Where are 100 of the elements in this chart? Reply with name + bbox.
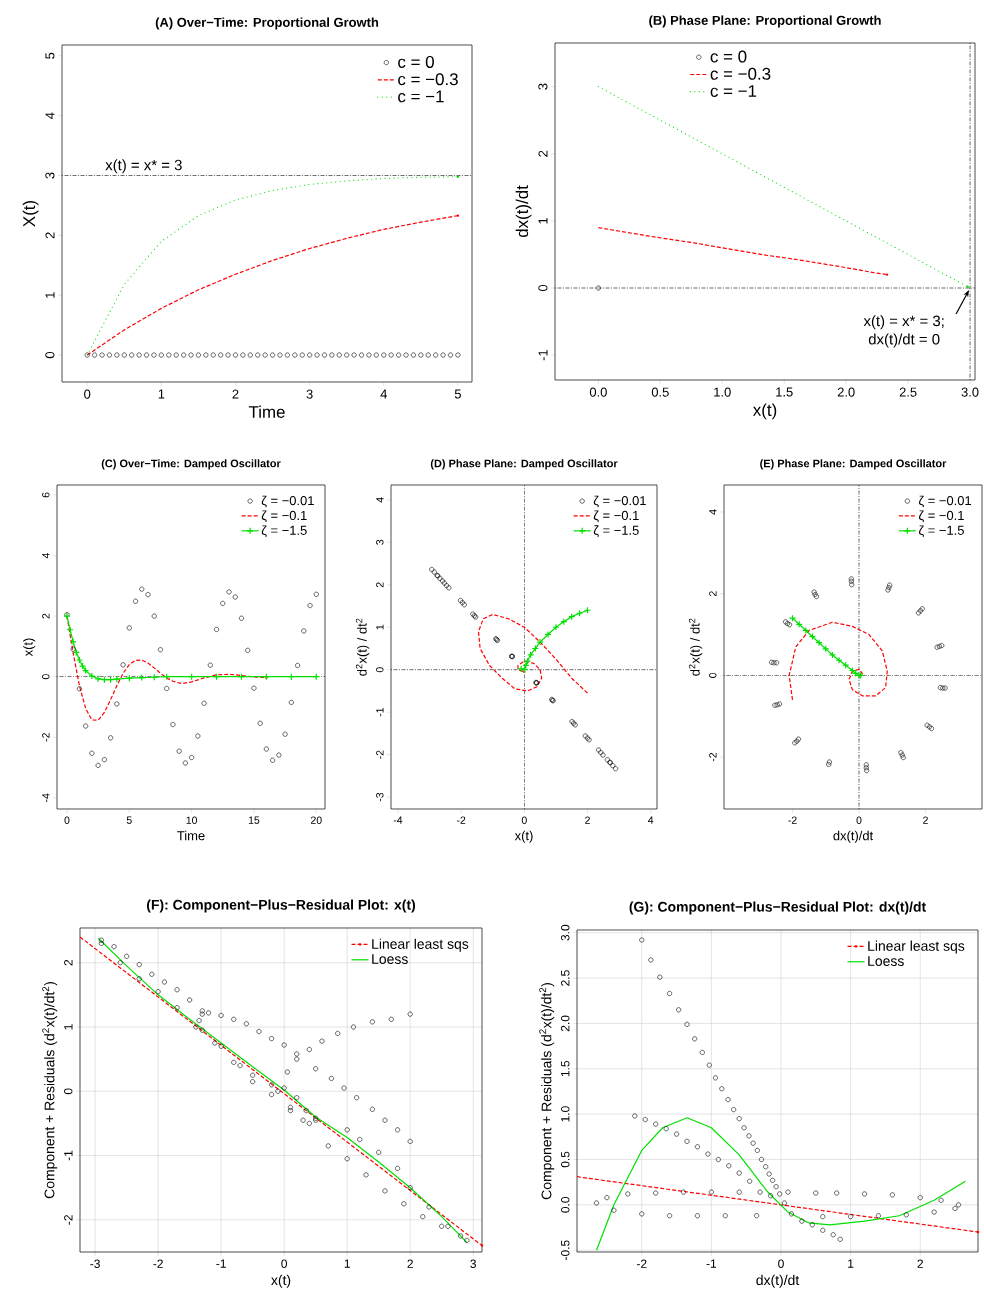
x-tick-label: 10 bbox=[186, 816, 198, 824]
y-tick-label: 4 bbox=[709, 509, 717, 515]
y-tick-label: 0.0 bbox=[561, 1196, 570, 1213]
y-tick-label: 4 bbox=[376, 497, 384, 503]
legend-label: ζ = −0.1 bbox=[261, 510, 307, 523]
y-tick-label: 3 bbox=[538, 83, 548, 90]
legend-label: c = 0 bbox=[710, 50, 747, 63]
chart-title: (F): Component−Plus−Residual Plot: x(t) bbox=[146, 899, 416, 913]
x-tick-label: 0 bbox=[778, 1259, 784, 1268]
y-tick-label: 1 bbox=[45, 292, 55, 298]
legend-label: ζ = −0.1 bbox=[918, 510, 964, 523]
chart-title: (B) Phase Plane: Proportional Growth bbox=[649, 15, 881, 28]
y-tick-label: 2 bbox=[42, 613, 50, 619]
x-axis-title: x(t) bbox=[514, 830, 533, 843]
y-tick-label: 2 bbox=[64, 959, 73, 966]
x-tick-label: 0.0 bbox=[589, 387, 607, 397]
legend-label: ζ = −0.01 bbox=[593, 495, 646, 508]
legend-label: c = −1 bbox=[398, 90, 444, 103]
y-tick-label: 4 bbox=[42, 552, 50, 559]
x-tick-label: 1 bbox=[158, 389, 165, 399]
x-tick-label: 20 bbox=[310, 816, 322, 824]
x-tick-label: 1 bbox=[848, 1259, 854, 1268]
chart-title: (A) Over−Time: Proportional Growth bbox=[155, 17, 379, 30]
x-tick-label: -2 bbox=[788, 816, 797, 824]
y-tick-label: 1 bbox=[376, 624, 384, 630]
annotation: x(t) = x* = 3; bbox=[863, 315, 944, 330]
x-tick-label: -4 bbox=[393, 816, 403, 824]
x-axis-title: dx(t)/dt bbox=[833, 830, 874, 843]
chart-title: (C) Over−Time: Damped Oscillator bbox=[101, 459, 281, 470]
y-tick-label: 5 bbox=[45, 52, 55, 59]
y-tick-label: -2 bbox=[376, 750, 384, 759]
x-axis-title: x(t) bbox=[752, 403, 777, 420]
chart-title: (G): Component−Plus−Residual Plot: dx(t)/dt bbox=[629, 901, 926, 915]
x-tick-label: 1.5 bbox=[776, 387, 793, 397]
legend-label: ζ = −0.01 bbox=[261, 495, 314, 508]
legend-label: Linear least sqs bbox=[372, 938, 469, 952]
y-tick-label: 4 bbox=[45, 112, 55, 119]
legend-label: ζ = −0.1 bbox=[593, 510, 639, 523]
x-tick-label: 5 bbox=[454, 389, 461, 399]
x-axis-title: Time bbox=[248, 405, 285, 418]
y-tick-label: 1 bbox=[64, 1024, 73, 1030]
y-tick-label: 1.0 bbox=[561, 1106, 570, 1122]
x-tick-label: 15 bbox=[248, 816, 260, 824]
y-axis-title: Component + Residuals (d$^{2}$x(t)/dt$^{2}$) bbox=[539, 983, 555, 1200]
x-tick-label: -1 bbox=[216, 1259, 226, 1268]
y-axis-title: Component + Residuals (d$^{2}$x(t)/dt$^{2}$) bbox=[42, 982, 58, 1199]
legend-label: ζ = −1.5 bbox=[593, 525, 639, 537]
x-axis-title: Time bbox=[177, 830, 205, 841]
x-tick-label: 0 bbox=[856, 816, 862, 824]
x-tick-label: 5 bbox=[126, 816, 132, 824]
x-tick-label: -2 bbox=[153, 1259, 163, 1268]
ref-line-label: x(t) = x* = 3 bbox=[105, 159, 182, 174]
x-tick-label: -2 bbox=[456, 816, 466, 824]
annotation: dx(t)/dt = 0 bbox=[868, 333, 940, 348]
y-axis-title: x(t) bbox=[23, 638, 36, 657]
y-tick-label: -1 bbox=[376, 708, 384, 717]
legend-label: Loess bbox=[868, 956, 904, 966]
x-tick-label: 2 bbox=[917, 1259, 923, 1268]
y-tick-label: -1 bbox=[64, 1150, 73, 1161]
y-tick-label: 0 bbox=[42, 674, 50, 680]
legend-label: c = 0 bbox=[398, 55, 434, 68]
x-axis-title: x(t) bbox=[271, 1274, 291, 1288]
chart-title: (D) Phase Plane: Damped Oscillator bbox=[430, 459, 618, 470]
y-tick-label: 2.0 bbox=[561, 1015, 570, 1032]
legend-label: c = −1 bbox=[710, 85, 757, 97]
y-tick-label: 3 bbox=[45, 172, 55, 179]
x-tick-label: 2 bbox=[923, 816, 928, 824]
y-tick-label: 6 bbox=[42, 492, 50, 498]
x-tick-label: -2 bbox=[636, 1259, 647, 1268]
x-tick-label: 3.0 bbox=[961, 387, 979, 397]
y-tick-label: -2 bbox=[709, 752, 717, 762]
x-tick-label: 2.0 bbox=[837, 387, 855, 397]
y-tick-label: 2 bbox=[45, 232, 55, 239]
y-tick-label: -4 bbox=[42, 793, 50, 802]
y-tick-label: -1 bbox=[538, 350, 548, 361]
y-tick-label: 2.5 bbox=[561, 970, 570, 986]
legend-label: c = −0.3 bbox=[398, 73, 458, 86]
legend-label: Linear least sqs bbox=[868, 940, 965, 954]
legend-label: ζ = −0.01 bbox=[918, 495, 972, 508]
x-tick-label: 3 bbox=[306, 389, 313, 399]
y-tick-label: -2 bbox=[42, 733, 50, 742]
y-tick-label: -3 bbox=[376, 792, 384, 802]
x-tick-label: 4 bbox=[648, 816, 654, 824]
y-tick-label: 0 bbox=[376, 667, 384, 673]
chart-title: (E) Phase Plane: Damped Oscillator bbox=[760, 459, 947, 470]
legend-label: ζ = −1.5 bbox=[918, 525, 964, 537]
x-tick-label: -3 bbox=[90, 1259, 100, 1268]
y-axis-title: X(t) bbox=[22, 200, 39, 227]
x-axis-title: dx(t)/dt bbox=[756, 1274, 800, 1288]
x-tick-label: 2 bbox=[232, 389, 239, 399]
y-tick-label: 1 bbox=[538, 217, 548, 224]
y-axis-title: d$^{2}$x(t) / dt$^{2}$ bbox=[355, 618, 370, 676]
y-tick-label: 0 bbox=[64, 1088, 73, 1095]
x-tick-label: 0 bbox=[521, 816, 527, 824]
x-tick-label: 3 bbox=[470, 1259, 476, 1268]
x-tick-label: 0.5 bbox=[651, 387, 669, 397]
y-tick-label: 3 bbox=[376, 539, 384, 545]
y-tick-label: 0 bbox=[538, 284, 548, 292]
y-axis-title: d$^{2}$x(t) / dt$^{2}$ bbox=[688, 618, 703, 676]
legend-label: ζ = −1.5 bbox=[261, 525, 307, 537]
